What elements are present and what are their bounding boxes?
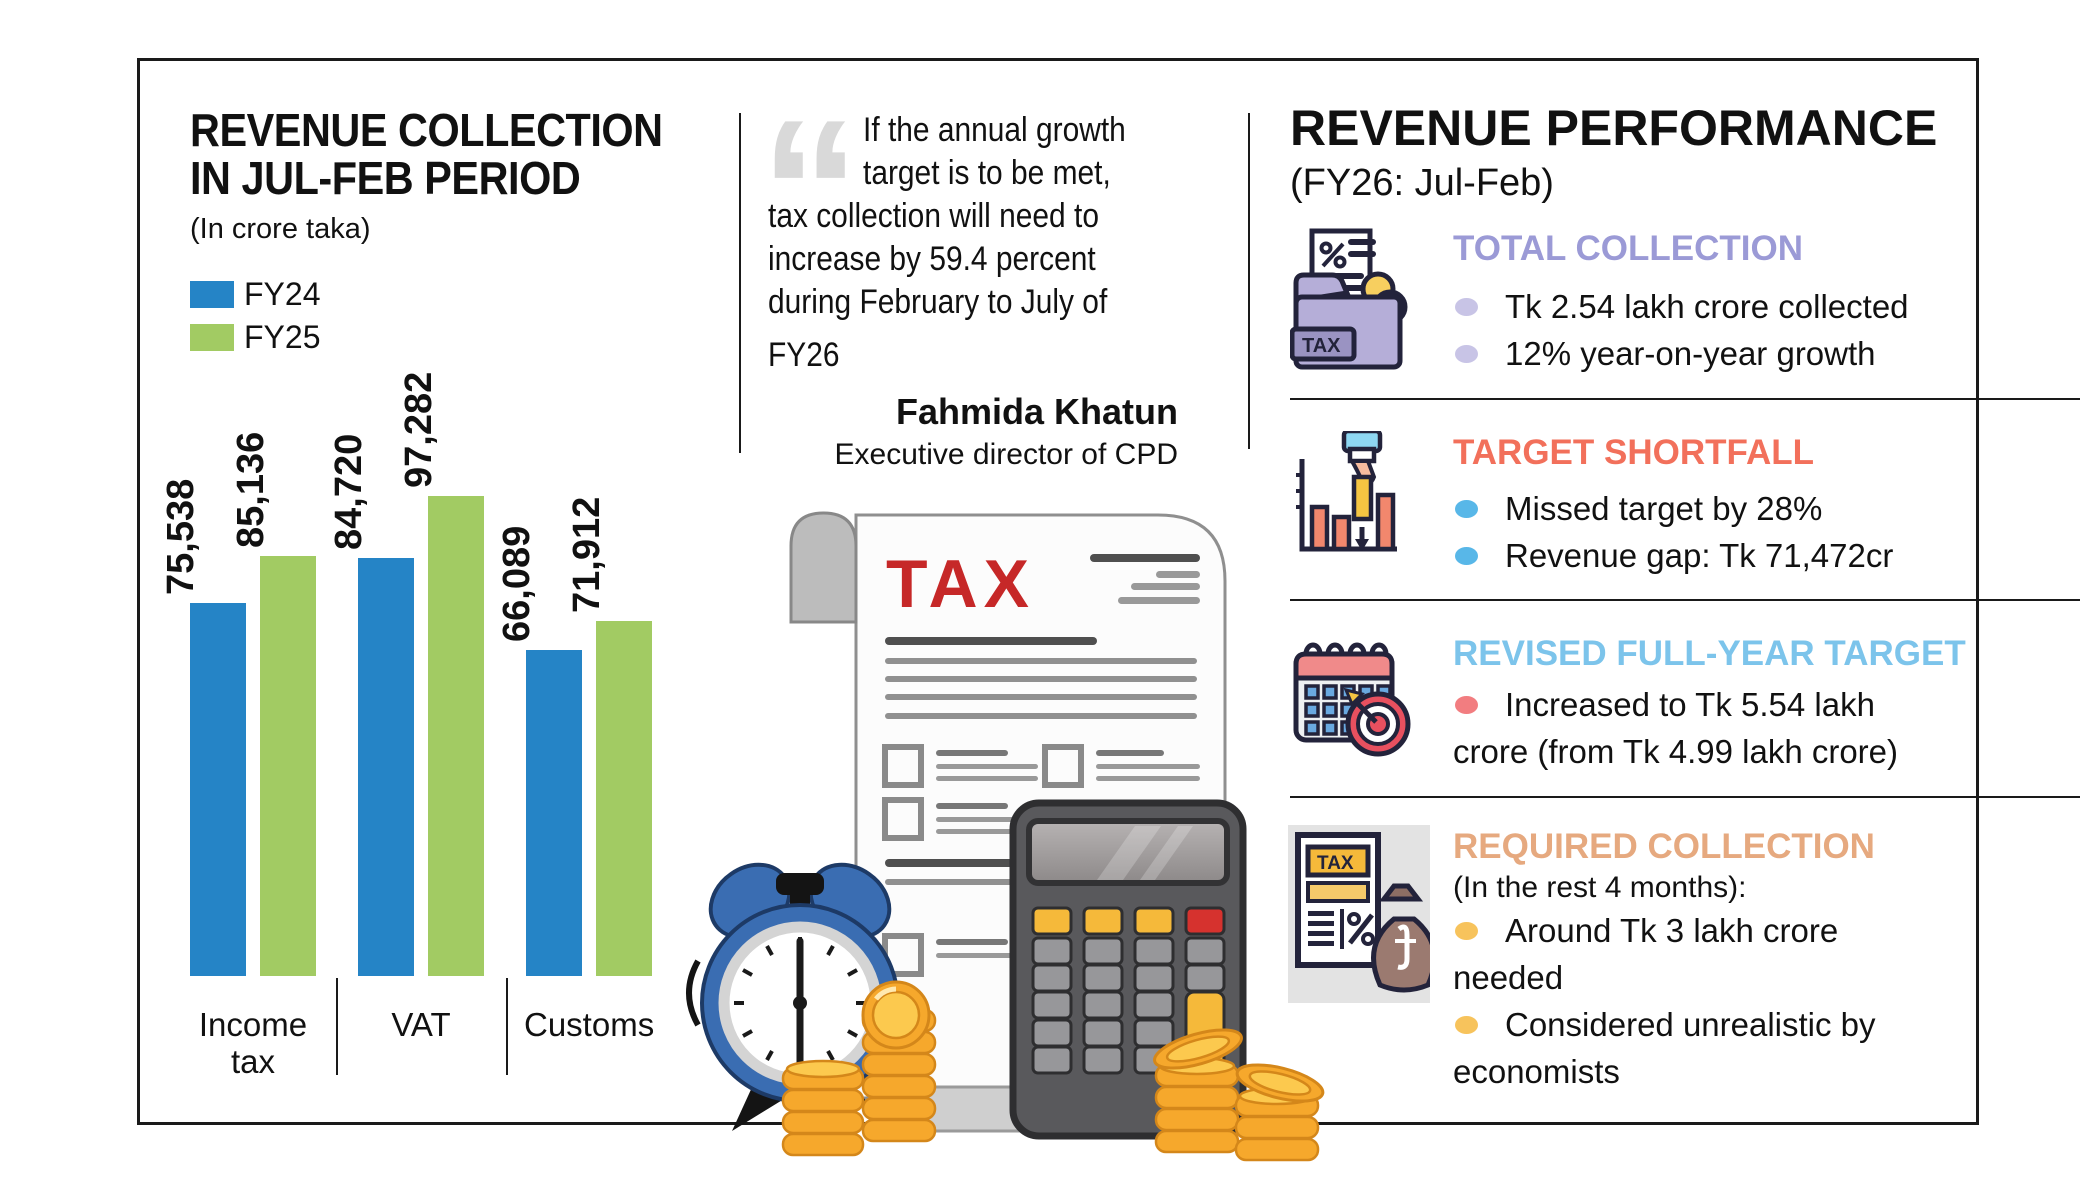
bullet-dot xyxy=(1455,1016,1478,1034)
bar-fy24-income-tax xyxy=(190,603,246,976)
panel-subtitle: (FY26: Jul-Feb) xyxy=(1290,162,1554,204)
legend-label: FY25 xyxy=(244,318,321,355)
bullet-dot xyxy=(1455,345,1478,363)
chart-title: REVENUE COLLECTION IN JUL-FEB PERIOD xyxy=(190,104,663,204)
legend-item-fy24: FY24 xyxy=(190,275,321,312)
bar-value-label: 75,538 xyxy=(160,478,202,595)
bar-value-label: 84,720 xyxy=(328,433,370,550)
section-title-total-collection: TOTAL COLLECTION xyxy=(1453,229,1803,268)
section-divider-left xyxy=(739,113,741,453)
category-label: Income tax xyxy=(198,1006,308,1080)
legend-item-fy25: FY25 xyxy=(190,318,321,355)
category-divider xyxy=(336,978,338,1075)
bullet-dot xyxy=(1455,500,1478,518)
section-title-required-collection: REQUIRED COLLECTION xyxy=(1453,827,1875,866)
category-label: VAT xyxy=(391,1006,451,1043)
quote-line: increase by 59.4 percent xyxy=(768,240,1096,278)
legend-label: FY24 xyxy=(244,275,321,312)
chart-subtitle: (In crore taka) xyxy=(190,213,371,245)
section-bullets: Missed target by 28% Revenue gap: Tk 71,… xyxy=(1453,485,1893,579)
bullet-dot xyxy=(1455,696,1478,714)
bar-value-label: 66,089 xyxy=(496,525,538,642)
calendar-target-icon xyxy=(1293,642,1411,757)
tax-receipt-moneybag-icon: TAX xyxy=(1288,825,1430,1003)
quote-line: target is to be met, xyxy=(863,154,1111,192)
section-divider-right xyxy=(1248,113,1250,449)
bullet-dot xyxy=(1455,547,1478,565)
quote-text: If the annual growth target is to be met… xyxy=(768,109,1162,377)
section-title-target-shortfall: TARGET SHORTFALL xyxy=(1453,433,1814,472)
bullet-dot xyxy=(1455,922,1478,940)
section-bullets: Around Tk 3 lakh crore needed Considered… xyxy=(1453,907,1876,1095)
category-divider xyxy=(506,978,508,1075)
panel-title: REVENUE PERFORMANCE xyxy=(1290,100,1938,156)
quote-line: FY26 xyxy=(768,336,840,374)
section-separator xyxy=(1290,599,2080,601)
bar-fy25-vat xyxy=(428,496,484,976)
bar-value-label: 97,282 xyxy=(398,371,440,488)
bar-fy25-customs xyxy=(596,621,652,976)
category-label: Customs xyxy=(524,1006,655,1043)
quote-author: Fahmida Khatun xyxy=(895,391,1178,432)
section-title-revised-target: REVISED FULL-YEAR TARGET xyxy=(1453,634,1966,673)
bullet-line: economists xyxy=(1453,1053,1620,1090)
section-bullets: Tk 2.54 lakh crore collected 12% year-on… xyxy=(1453,283,1909,377)
quote-mark-icon: “ xyxy=(760,79,860,302)
tax-illustration: TAX xyxy=(686,511,1325,1162)
svg-text:TAX: TAX xyxy=(1302,335,1341,357)
section-bullets: Increased to Tk 5.54 lakh crore (from Tk… xyxy=(1453,681,1898,775)
section-separator xyxy=(1290,398,2080,400)
bullet-line: Revenue gap: Tk 71,472cr xyxy=(1453,532,1893,579)
section-separator xyxy=(1290,796,2080,798)
quote-line: If the annual growth xyxy=(863,111,1126,149)
fy24-swatch xyxy=(190,280,234,308)
quote-author-title: Executive director of CPD xyxy=(834,438,1178,471)
bar-fy25-income-tax xyxy=(260,556,316,976)
bar-fy24-customs xyxy=(526,650,582,976)
coins-icon xyxy=(781,980,1325,1162)
bullet-line: 12% year-on-year growth xyxy=(1453,330,1909,377)
bar-chart: 75,538 85,136 Income tax 84,720 97,282 VAT 66,… xyxy=(140,61,840,1122)
bullet-line: Around Tk 3 lakh crore xyxy=(1453,907,1876,954)
bullet-line: crore (from Tk 4.99 lakh crore) xyxy=(1453,733,1899,770)
bullet-line: Increased to Tk 5.54 lakh xyxy=(1453,681,1898,728)
infographic-frame: REVENUE COLLECTION IN JUL-FEB PERIOD (In… xyxy=(137,58,2080,1162)
revenue-performance-panel: REVENUE PERFORMANCE (FY26: Jul-Feb) TAX xyxy=(1288,61,2090,1122)
bullet-line: Missed target by 28% xyxy=(1453,485,1893,532)
bullet-line: Considered unrealistic by xyxy=(1453,1001,1876,1048)
svg-text:TAX: TAX xyxy=(1317,853,1354,874)
bar-value-label: 85,136 xyxy=(230,431,272,548)
bar-fy24-vat xyxy=(358,558,414,976)
chart-legend: FY24 FY25 xyxy=(190,275,321,355)
quote-line: during February to July of xyxy=(768,283,1108,321)
tax-document-label: TAX xyxy=(886,546,1035,622)
quote-line: tax collection will need to xyxy=(768,197,1099,235)
quote-attribution: Fahmida Khatun Executive director of CPD xyxy=(768,391,1178,472)
tax-folder-icon: TAX xyxy=(1290,228,1408,370)
section-subtitle: (In the rest 4 months): xyxy=(1453,871,1747,904)
bar-value-label: 71,912 xyxy=(566,496,608,613)
bullet-dot xyxy=(1455,298,1478,316)
bullet-line: Tk 2.54 lakh crore collected xyxy=(1453,283,1909,330)
bullet-line: needed xyxy=(1453,959,1564,996)
shortfall-chart-icon xyxy=(1296,431,1397,552)
fy25-swatch xyxy=(190,323,234,351)
